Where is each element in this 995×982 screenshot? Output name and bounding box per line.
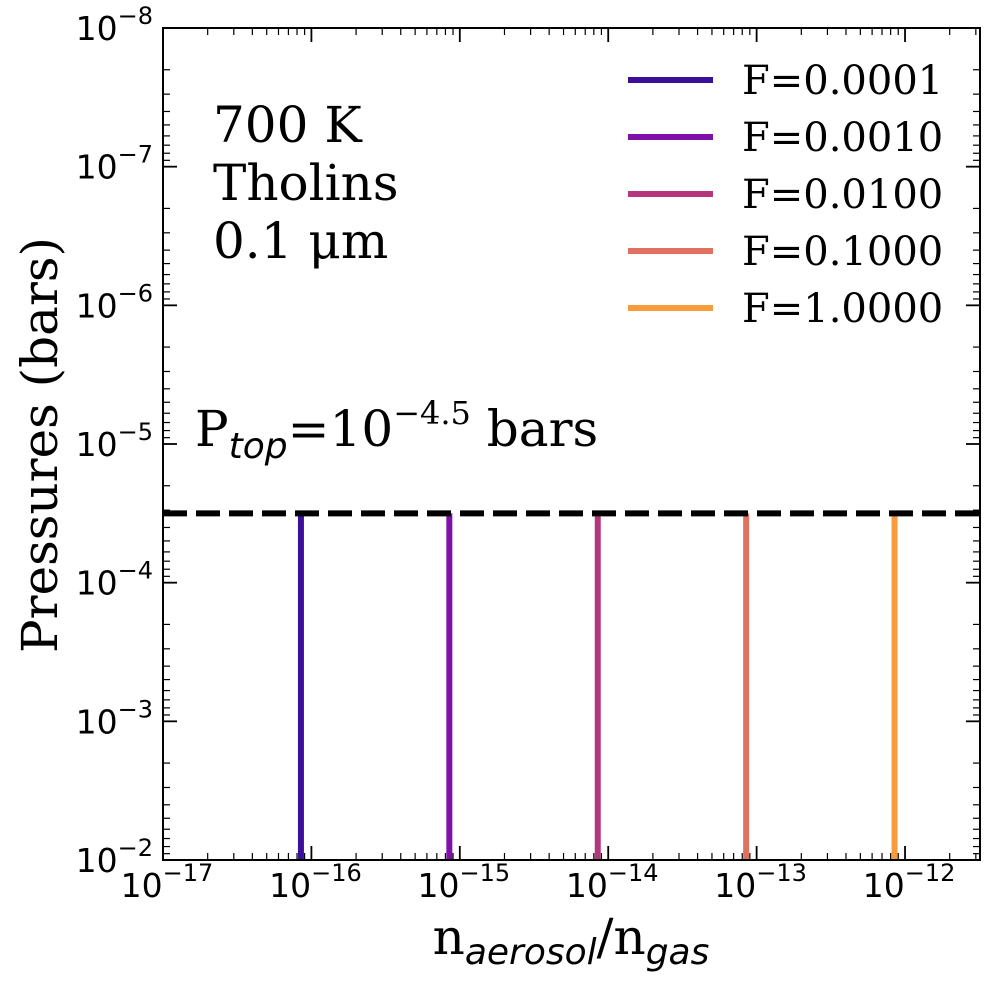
plot-frame xyxy=(162,27,981,861)
series-layer xyxy=(297,513,898,860)
legend-label-4: F=0.1000 xyxy=(742,229,943,275)
legend-label-1: F=0.0001 xyxy=(742,58,943,104)
y-tick-label: 10−7 xyxy=(76,141,153,187)
legend-label-2: F=0.0010 xyxy=(742,115,943,161)
ptop-label: Ptop=10−4.5 bars xyxy=(195,394,598,467)
legend: F=0.0001 F=0.0010 F=0.0100 F=0.1000 F=1.0000 xyxy=(628,58,943,332)
y-tick-label: 10−2 xyxy=(76,834,153,880)
minor-ticks xyxy=(163,28,980,860)
x-tick-label: 10−17 xyxy=(121,859,214,905)
y-axis-label: Pressures (bars) xyxy=(11,237,69,653)
y-tick-label: 10−6 xyxy=(76,279,153,325)
y-tick-label: 10−5 xyxy=(76,418,153,464)
annotation-line-material: Tholins xyxy=(213,154,399,212)
x-tick-label: 10−12 xyxy=(863,859,956,905)
legend-label-5: F=1.0000 xyxy=(742,286,943,332)
y-tick-label: 10−8 xyxy=(76,2,153,48)
x-tick-label: 10−14 xyxy=(566,859,659,905)
legend-label-3: F=0.0100 xyxy=(742,172,943,218)
y-tick-label: 10−3 xyxy=(76,695,153,741)
x-tick-label: 10−13 xyxy=(714,859,807,905)
x-tick-label: 10−15 xyxy=(417,859,510,905)
x-axis-label: naerosol/ngas xyxy=(433,908,710,973)
y-tick-labels: 10−8 10−7 10−6 10−5 10−4 10−3 10−2 xyxy=(76,2,153,880)
x-tick-labels: 10−17 10−16 10−15 10−14 10−13 10−12 xyxy=(121,859,956,905)
x-tick-label: 10−16 xyxy=(269,859,362,905)
annotation-line-temp: 700 K xyxy=(213,96,363,154)
annotation-line-size: 0.1 μm xyxy=(213,212,388,270)
y-tick-label: 10−4 xyxy=(76,557,153,603)
